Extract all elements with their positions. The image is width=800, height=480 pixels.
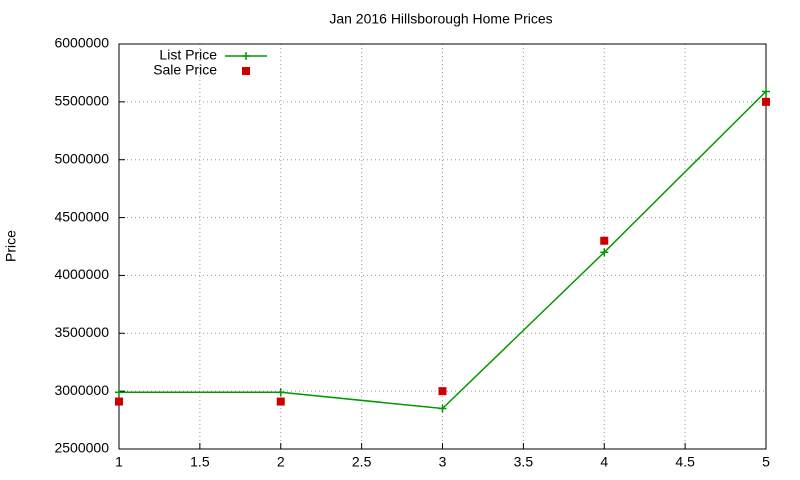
- point-marker: [242, 67, 250, 75]
- x-tick-label: 4: [600, 454, 608, 470]
- plot-border: [118, 43, 767, 450]
- point-marker: [242, 52, 250, 60]
- y-tick-label: 4000000: [54, 266, 109, 282]
- point-marker: [762, 87, 770, 96]
- legend-label: List Price: [159, 47, 217, 63]
- x-tick-label: 3.5: [514, 454, 534, 470]
- point-marker: [276, 397, 285, 406]
- y-tick-label: 3500000: [54, 324, 109, 340]
- y-tick-label: 6000000: [54, 35, 109, 51]
- point-marker: [438, 404, 447, 413]
- point-marker: [600, 236, 609, 245]
- point-marker: [115, 397, 123, 406]
- x-tick-label: 1: [115, 454, 123, 470]
- x-tick-label: 1.5: [190, 454, 210, 470]
- point-marker: [438, 387, 447, 396]
- y-axis-label: Price: [3, 230, 19, 262]
- point-marker: [762, 97, 770, 106]
- x-tick-label: 5: [762, 454, 770, 470]
- y-tick-label: 5500000: [54, 93, 109, 109]
- point-marker: [276, 388, 285, 397]
- legend-label: Sale Price: [153, 62, 217, 78]
- point-marker: [115, 388, 123, 397]
- chart-title: Jan 2016 Hillsborough Home Prices: [329, 11, 552, 27]
- y-tick-label: 2500000: [54, 440, 109, 456]
- x-tick-label: 4.5: [675, 454, 695, 470]
- x-tick-label: 3: [439, 454, 447, 470]
- point-marker: [600, 248, 609, 257]
- x-tick-label: 2.5: [352, 454, 372, 470]
- y-tick-label: 4500000: [54, 208, 109, 224]
- y-tick-label: 3000000: [54, 382, 109, 398]
- x-tick-label: 2: [277, 454, 285, 470]
- y-tick-label: 5000000: [54, 150, 109, 166]
